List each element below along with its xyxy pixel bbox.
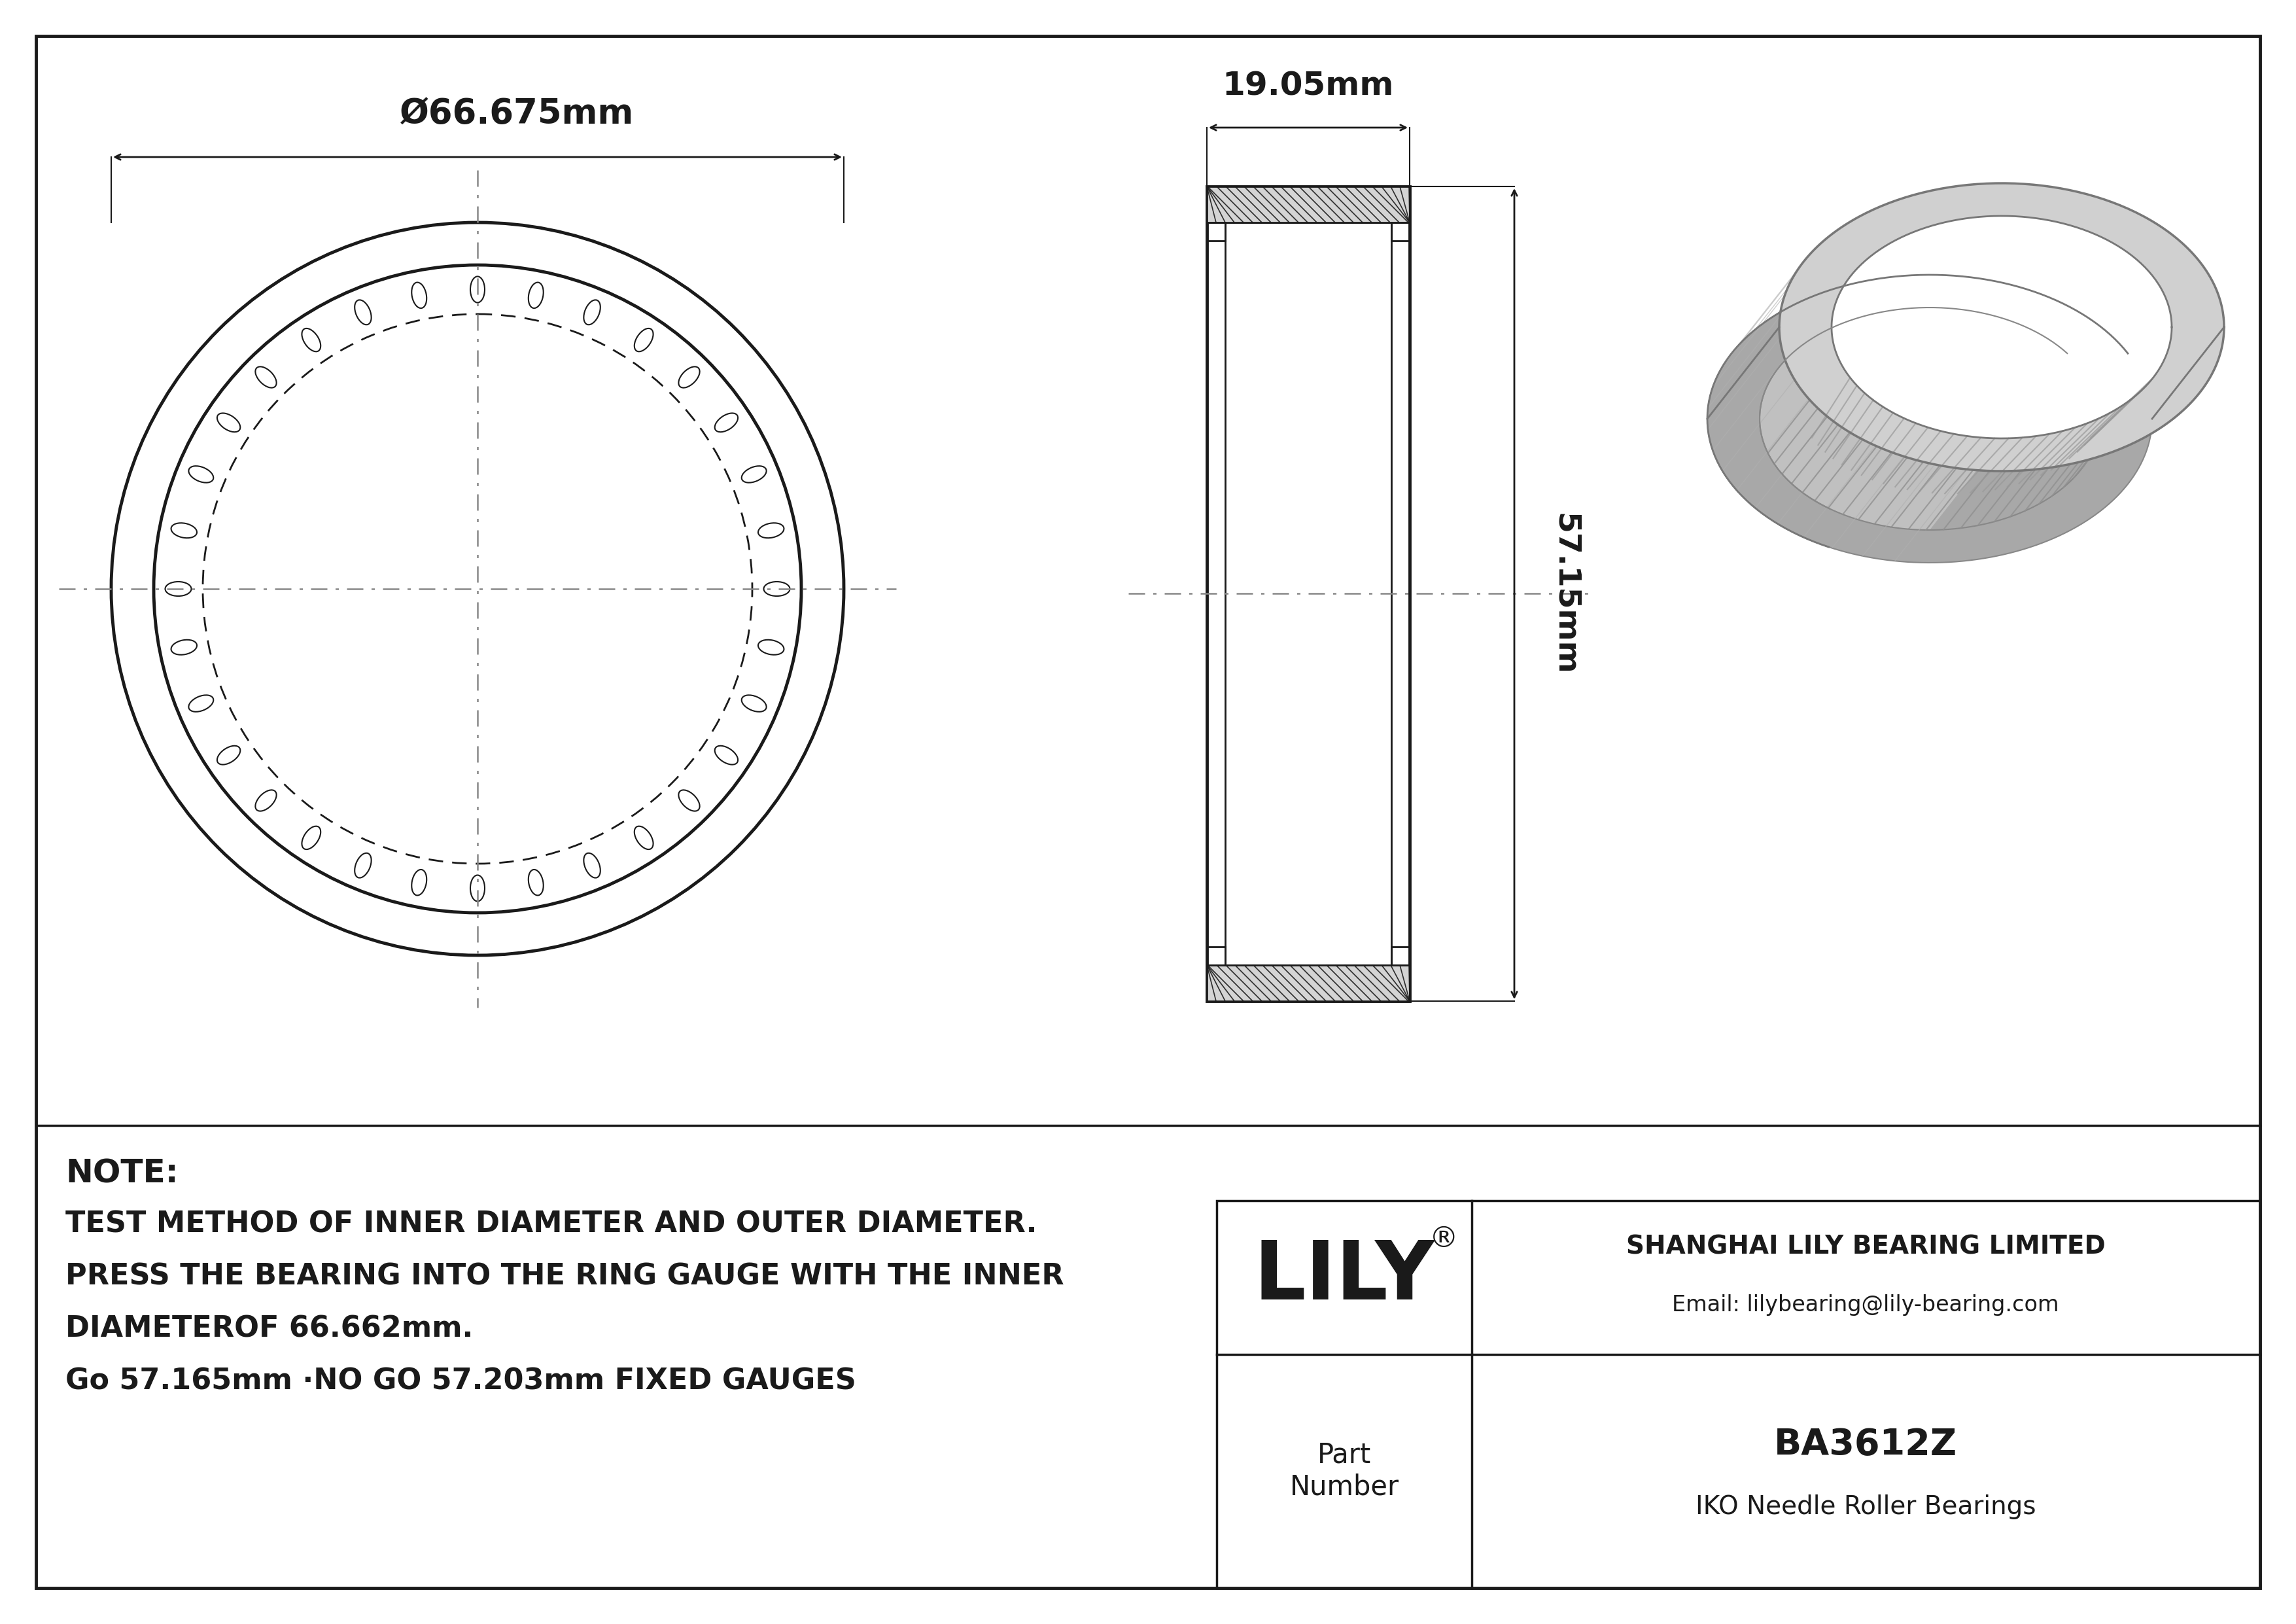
Text: Email: lilybearing@lily-bearing.com: Email: lilybearing@lily-bearing.com bbox=[1671, 1294, 2060, 1315]
Polygon shape bbox=[1832, 216, 2172, 438]
Text: BA3612Z: BA3612Z bbox=[1775, 1427, 1956, 1462]
Text: LILY: LILY bbox=[1254, 1237, 1435, 1317]
Text: ®: ® bbox=[1430, 1224, 1458, 1254]
Text: IKO Needle Roller Bearings: IKO Needle Roller Bearings bbox=[1694, 1494, 2037, 1520]
Polygon shape bbox=[1708, 274, 2151, 562]
Text: Ø66.675mm: Ø66.675mm bbox=[400, 97, 634, 132]
Text: NOTE:: NOTE: bbox=[64, 1158, 179, 1189]
Polygon shape bbox=[1208, 187, 1410, 222]
Text: Go 57.165mm ·NO GO 57.203mm FIXED GAUGES: Go 57.165mm ·NO GO 57.203mm FIXED GAUGES bbox=[64, 1367, 856, 1395]
Text: Part
Number: Part Number bbox=[1290, 1440, 1398, 1501]
Text: 57.15mm: 57.15mm bbox=[1550, 513, 1580, 676]
Polygon shape bbox=[1779, 184, 2225, 471]
Polygon shape bbox=[1929, 216, 2172, 529]
Text: TEST METHOD OF INNER DIAMETER AND OUTER DIAMETER.: TEST METHOD OF INNER DIAMETER AND OUTER … bbox=[64, 1210, 1038, 1239]
Text: 19.05mm: 19.05mm bbox=[1221, 70, 1394, 101]
Polygon shape bbox=[1208, 965, 1410, 1000]
Text: DIAMETEROF 66.662mm.: DIAMETEROF 66.662mm. bbox=[64, 1315, 473, 1343]
Polygon shape bbox=[1708, 184, 2002, 562]
Text: SHANGHAI LILY BEARING LIMITED: SHANGHAI LILY BEARING LIMITED bbox=[1626, 1234, 2105, 1259]
Text: PRESS THE BEARING INTO THE RING GAUGE WITH THE INNER: PRESS THE BEARING INTO THE RING GAUGE WI… bbox=[64, 1263, 1063, 1291]
